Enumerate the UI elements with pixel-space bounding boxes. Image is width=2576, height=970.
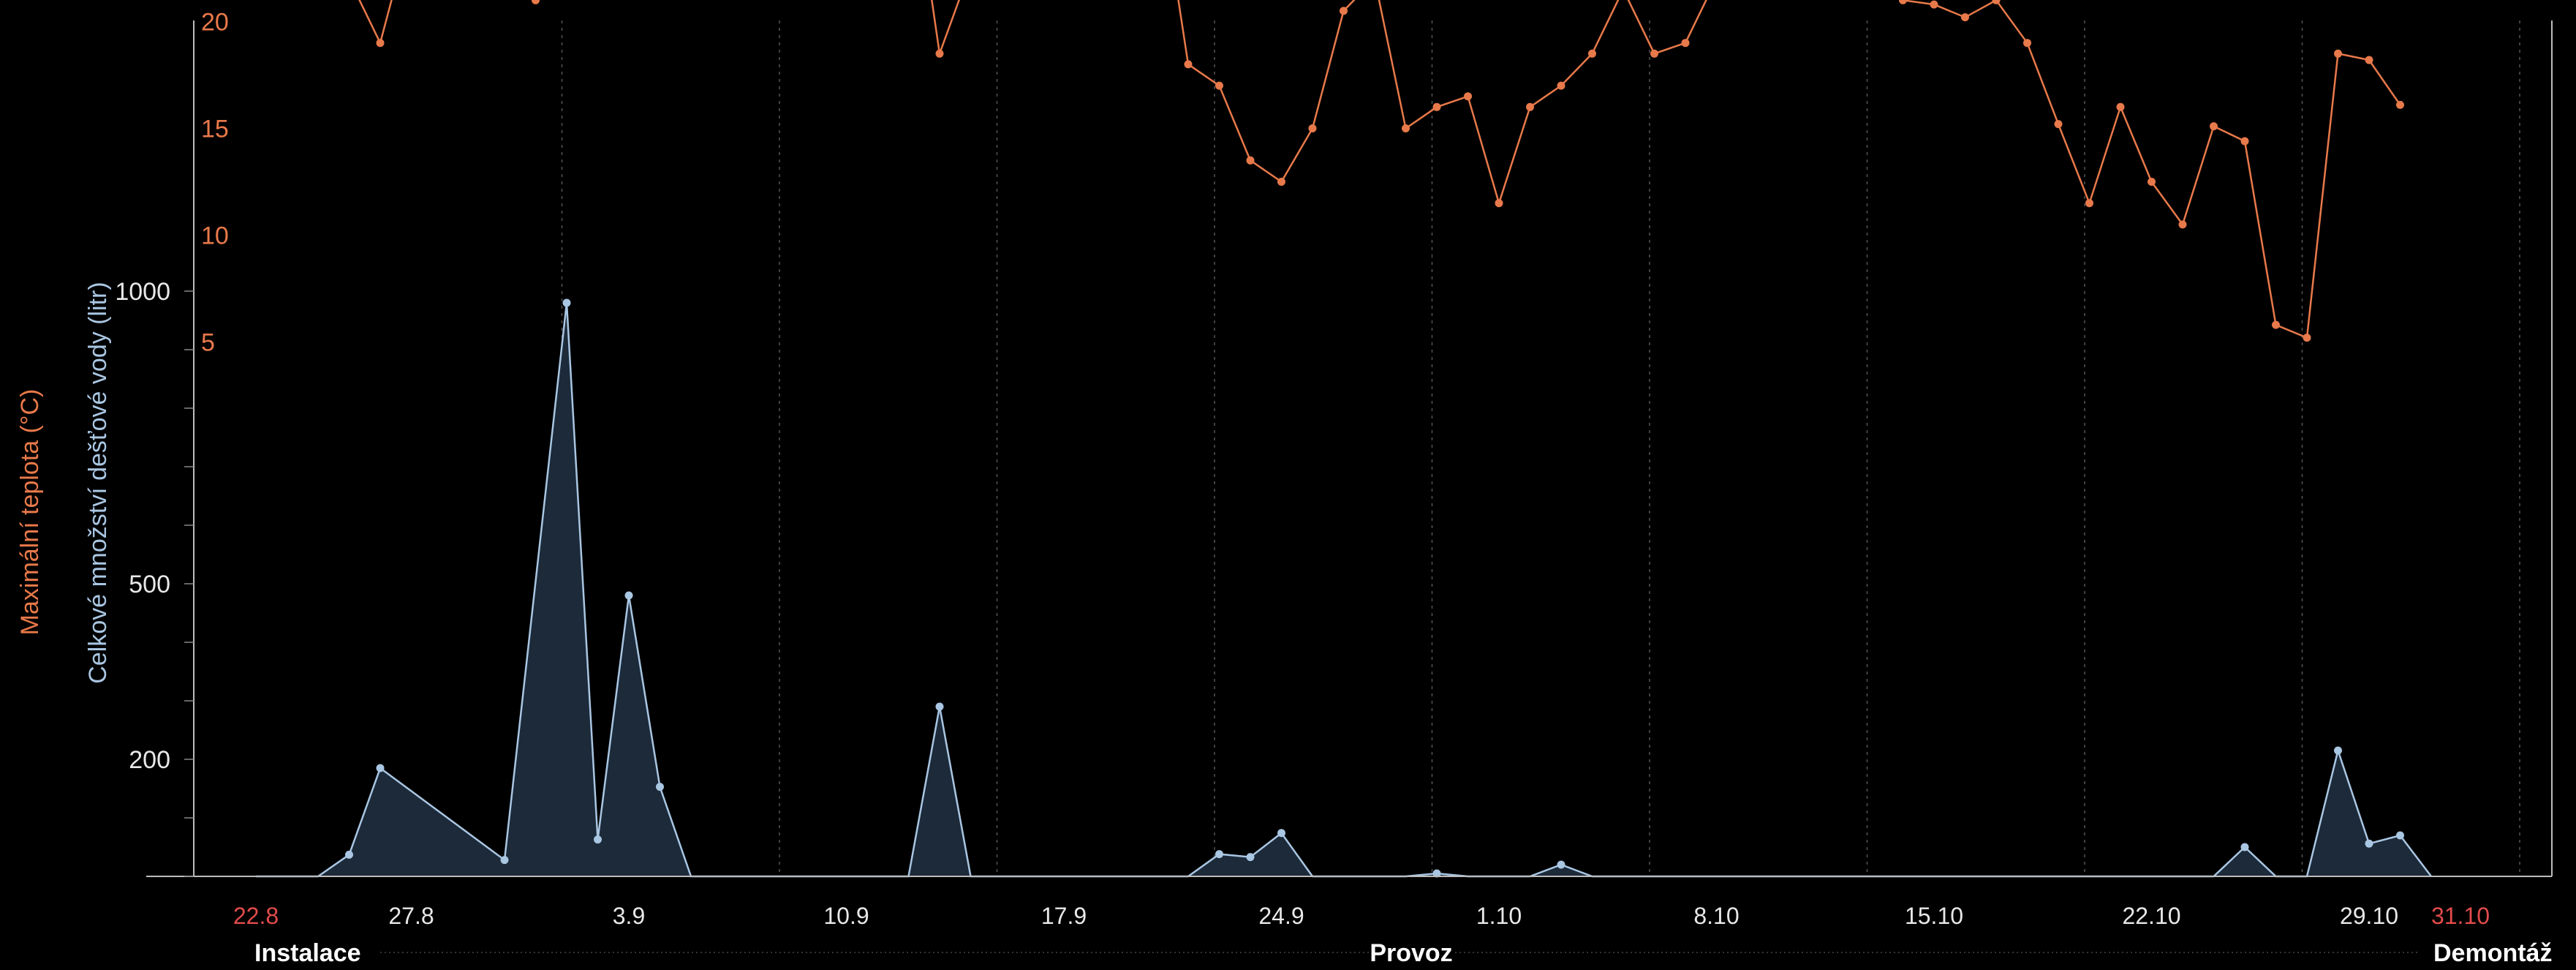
rain-point — [345, 850, 353, 859]
temp-axis-label: Maximální teplota (°C) — [16, 389, 44, 636]
x-tick-label: 31.10 — [2431, 903, 2490, 929]
rain-point — [2334, 746, 2342, 755]
temp-point — [1308, 124, 1317, 132]
x-tick-label: 15.10 — [1905, 903, 1963, 929]
temp-point — [2054, 120, 2063, 129]
rain-area-shape — [256, 303, 2431, 876]
temp-point — [532, 0, 540, 4]
temp-point — [1246, 156, 1255, 165]
temp-point — [1184, 60, 1193, 69]
temp-point — [1277, 178, 1285, 186]
temp-point — [1432, 102, 1441, 111]
temp-point — [2240, 137, 2249, 146]
rain-point — [2396, 831, 2404, 840]
phase-labels: Instalace Provoz Demontáž — [254, 939, 2552, 967]
temp-point — [2148, 178, 2156, 186]
temp-point — [1899, 0, 1907, 4]
temp-point — [1650, 49, 1658, 58]
rain-area — [256, 303, 2431, 876]
x-tick-label: 17.9 — [1041, 903, 1087, 929]
temp-point — [2085, 199, 2093, 208]
rain-point — [562, 298, 571, 307]
temp-point — [1402, 124, 1410, 132]
x-tick-label: 27.8 — [388, 903, 434, 929]
rain-point — [1557, 860, 1565, 869]
rain-point — [2365, 839, 2373, 848]
x-tick-label: 8.10 — [1693, 903, 1739, 929]
x-tick-label: 22.10 — [2122, 903, 2180, 929]
temp-point — [2116, 102, 2125, 111]
temp-point — [2334, 49, 2342, 58]
temp-point — [1681, 39, 1690, 48]
temp-point — [2178, 220, 2187, 229]
rain-point — [1246, 853, 1255, 862]
temp-point — [1588, 49, 1596, 58]
rain-point — [656, 783, 664, 792]
x-tick-label: 10.9 — [823, 903, 869, 929]
temp-point — [1930, 0, 1938, 9]
temp-tick-label: 15 — [201, 116, 229, 143]
temp-point — [2272, 320, 2280, 329]
x-tick-label: 3.9 — [613, 903, 645, 929]
temp-tick-label: 20 — [201, 9, 229, 37]
temp-point — [2396, 100, 2404, 109]
temp-point — [1557, 81, 1565, 90]
temp-point — [376, 39, 385, 48]
temp-point — [935, 49, 944, 58]
temp-point — [1464, 92, 1472, 101]
temp-point — [1340, 7, 1348, 15]
temp-point — [2303, 334, 2311, 342]
rain-tick-label: 500 — [129, 571, 170, 598]
rain-tick-label: 1000 — [115, 278, 170, 306]
x-tick-label: 29.10 — [2340, 903, 2398, 929]
temp-series — [358, 0, 2404, 342]
temp-point — [2365, 56, 2373, 64]
x-tick-label: 24.9 — [1258, 903, 1304, 929]
rain-axis-label: Celkové množství dešťové vody (litr) — [84, 282, 112, 683]
chart-axes — [146, 20, 2553, 877]
rain-point — [935, 702, 944, 711]
temp-point — [2023, 39, 2031, 48]
phase-label: Provoz — [1370, 939, 1452, 967]
rain-point — [1277, 829, 1285, 838]
temp-point — [1526, 102, 1534, 111]
chart-grid — [380, 20, 2520, 953]
rain-point — [1432, 869, 1441, 878]
rain-point — [594, 835, 602, 844]
rain-tick-label: 200 — [129, 746, 170, 774]
rain-point — [1215, 850, 1223, 859]
x-tick-label: 1.10 — [1476, 903, 1522, 929]
rain-point — [376, 764, 385, 772]
phase-label: Instalace — [254, 939, 361, 967]
rain-point — [2240, 843, 2249, 851]
x-tick-label: 22.8 — [233, 903, 279, 929]
phase-label: Demontáž — [2433, 939, 2552, 967]
temp-point — [2210, 122, 2218, 131]
temp-line — [358, 0, 2401, 339]
temp-point — [1215, 81, 1223, 90]
axis-ticks: 22.8 27.8 3.9 10.9 17.9 24.9 1.10 8.10 15.10 22.1… — [115, 9, 2490, 930]
temp-point — [1992, 0, 2001, 4]
temp-point — [1495, 199, 1503, 208]
rain-point — [624, 591, 633, 600]
temp-tick-label: 10 — [201, 222, 229, 250]
temp-tick-label: 5 — [201, 329, 215, 357]
temp-point — [1961, 13, 1969, 22]
rain-point — [500, 856, 509, 865]
